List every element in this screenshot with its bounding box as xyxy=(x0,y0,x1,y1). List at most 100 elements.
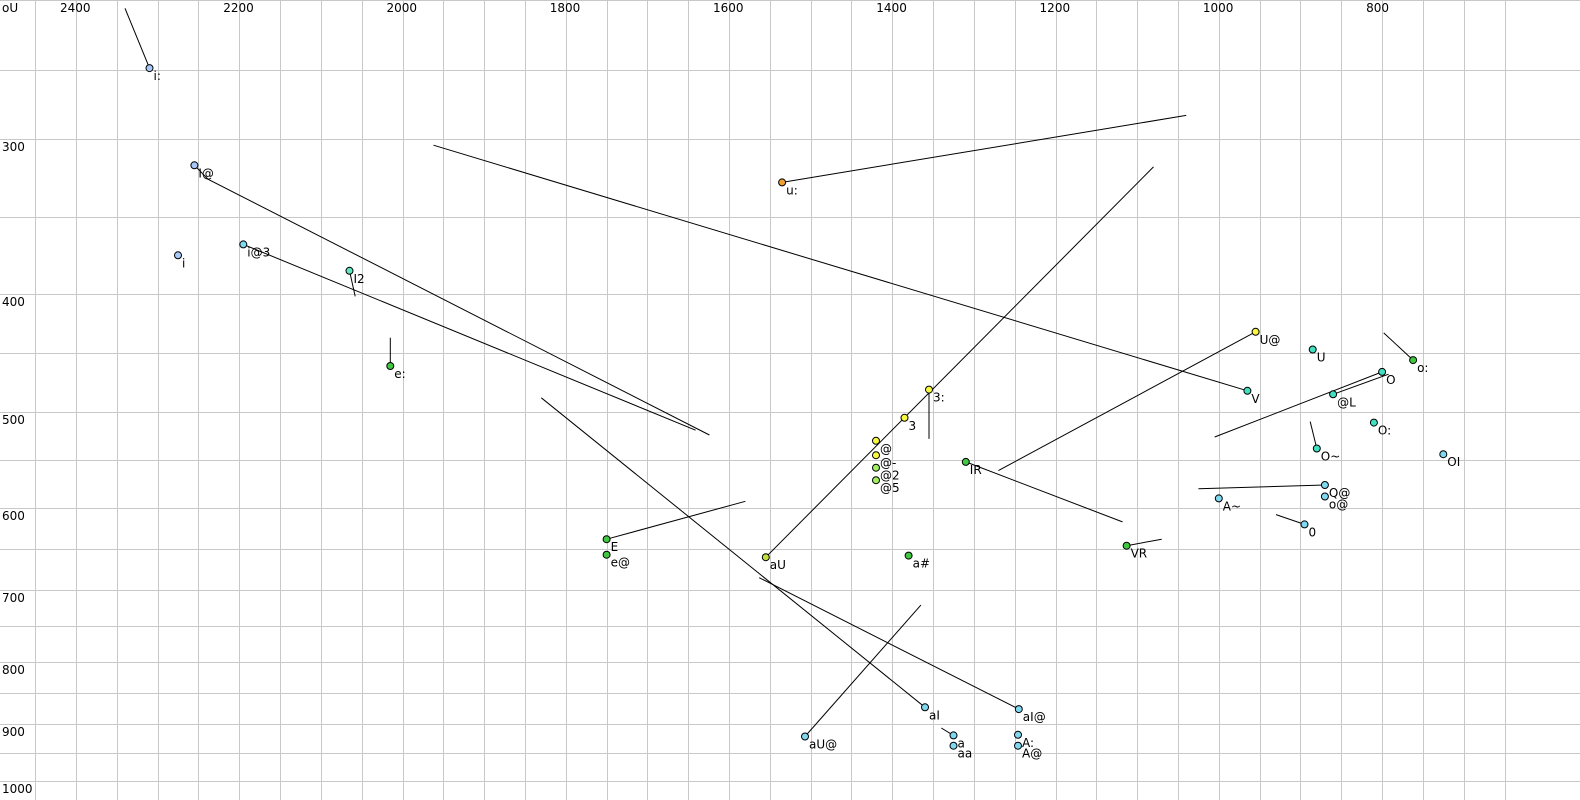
vowel-point[interactable] xyxy=(961,457,970,466)
vowel-point[interactable] xyxy=(1122,541,1131,550)
x-tick-label: 2200 xyxy=(223,1,254,15)
vowel-track xyxy=(1126,538,1162,547)
vowel-label: aU xyxy=(770,558,786,572)
x-tick-label: 1400 xyxy=(876,1,907,15)
vowel-point[interactable] xyxy=(145,64,154,73)
vowel-point[interactable] xyxy=(386,362,395,370)
vowel-track xyxy=(1275,514,1305,525)
vowel-label: u: xyxy=(786,183,798,197)
y-tick-label: 800 xyxy=(2,663,25,677)
vowel-label: @- xyxy=(880,456,896,470)
vowel-label: A@ xyxy=(1022,747,1042,761)
vowel-point[interactable] xyxy=(1409,356,1418,365)
vowel-label: i@3 xyxy=(247,245,270,259)
vowel-track xyxy=(606,500,746,540)
corner-label: oU xyxy=(2,1,18,15)
vowel-point[interactable] xyxy=(239,240,248,249)
vowel-point[interactable] xyxy=(1329,390,1338,399)
vowel-point[interactable] xyxy=(1014,730,1022,739)
vowel-label: O xyxy=(1386,373,1395,387)
x-tick-label: 1200 xyxy=(1040,1,1071,15)
vowel-point[interactable] xyxy=(1251,327,1260,336)
x-tick-label: 2000 xyxy=(387,1,418,15)
vowel-track xyxy=(998,331,1256,472)
vowel-point[interactable] xyxy=(345,266,354,275)
vowel-point[interactable] xyxy=(872,476,880,485)
vowel-point[interactable] xyxy=(949,731,958,740)
vowel-point[interactable] xyxy=(872,451,880,460)
vowel-point[interactable] xyxy=(1439,450,1448,459)
x-tick-label: 800 xyxy=(1366,1,1389,15)
y-tick-label: 300 xyxy=(2,140,25,154)
vowel-label: aa xyxy=(958,747,973,761)
vowel-point[interactable] xyxy=(1243,386,1252,395)
y-tick-label: 600 xyxy=(2,509,25,523)
vowel-point[interactable] xyxy=(904,551,913,560)
vowel-label: 3 xyxy=(909,419,917,433)
vowel-point[interactable] xyxy=(174,251,182,260)
vowel-point[interactable] xyxy=(602,535,611,544)
vowel-point[interactable] xyxy=(925,385,933,394)
vowel-label: E xyxy=(611,540,619,554)
vowel-label: I2 xyxy=(354,272,365,286)
vowel-track xyxy=(349,270,356,297)
vowel-label: o@ xyxy=(1329,498,1348,512)
vowel-point[interactable] xyxy=(949,741,958,750)
vowel-track xyxy=(782,114,1187,183)
vowel-label: A: xyxy=(1022,736,1034,750)
vowel-track xyxy=(124,8,150,69)
y-tick-label: 700 xyxy=(2,591,25,605)
vowel-label: aI xyxy=(929,708,940,722)
vowel-point[interactable] xyxy=(761,553,770,562)
vowel-point[interactable] xyxy=(1308,345,1317,354)
vowel-point[interactable] xyxy=(872,436,880,445)
vowel-label: e@ xyxy=(611,556,630,570)
vowel-track xyxy=(1309,421,1318,449)
vowel-point[interactable] xyxy=(1214,494,1223,503)
axis-labels: oU 2400 2200 2000 1800 1600 1400 1200 1000 80030… xyxy=(2,1,1389,796)
vowel-point[interactable] xyxy=(1300,520,1309,529)
vowel-label: i: xyxy=(154,69,161,83)
vowel-point[interactable] xyxy=(602,550,611,559)
vowel-label: IR xyxy=(970,463,982,477)
vowel-point[interactable] xyxy=(1320,492,1329,501)
vowel-point[interactable] xyxy=(1014,741,1022,750)
vowel-label: @5 xyxy=(880,481,900,495)
vowel-point[interactable] xyxy=(1378,367,1387,376)
vowel-track xyxy=(965,461,1123,523)
y-tick-label: 400 xyxy=(2,295,25,309)
vowel-label: i xyxy=(182,256,185,270)
vowel-track xyxy=(804,604,922,737)
x-tick-label: 1600 xyxy=(713,1,744,15)
x-tick-label: 2400 xyxy=(60,1,91,15)
vowel-labels: i: I@ i i@3 I2 e: u: 3: 3 @@-@2@5 IR Ee@ aU a# VR U@ U V @… xyxy=(154,69,1461,761)
vowel-point[interactable] xyxy=(1312,444,1321,453)
vowel-label: U@ xyxy=(1260,333,1281,347)
vowel-point[interactable] xyxy=(921,703,929,712)
vowel-track xyxy=(540,397,926,708)
vowel-label: a xyxy=(958,736,965,750)
vowel-label: 3: xyxy=(933,391,945,405)
vowel-label: @2 xyxy=(880,469,900,483)
vowel-point[interactable] xyxy=(778,178,787,187)
vowel-point[interactable] xyxy=(900,413,909,422)
vowel-point[interactable] xyxy=(801,732,809,741)
vowel-label: O: xyxy=(1378,424,1391,438)
vowel-point[interactable] xyxy=(1014,705,1023,714)
vowel-point[interactable] xyxy=(872,463,880,472)
vowel-transition-lines xyxy=(124,8,1414,737)
vowel-label: @L xyxy=(1337,395,1356,409)
vowel-label: @ xyxy=(880,442,892,456)
vowel-point[interactable] xyxy=(1369,418,1378,427)
vowel-point[interactable] xyxy=(1320,481,1329,489)
y-tick-label: 500 xyxy=(2,413,25,427)
vowel-label: U xyxy=(1317,351,1326,365)
vowel-track xyxy=(765,166,1154,558)
vowel-track xyxy=(433,144,1248,392)
vowel-label: VR xyxy=(1131,547,1148,561)
vowel-track xyxy=(243,243,696,431)
vowel-label: I@ xyxy=(198,166,214,180)
vowel-point[interactable] xyxy=(190,161,199,170)
